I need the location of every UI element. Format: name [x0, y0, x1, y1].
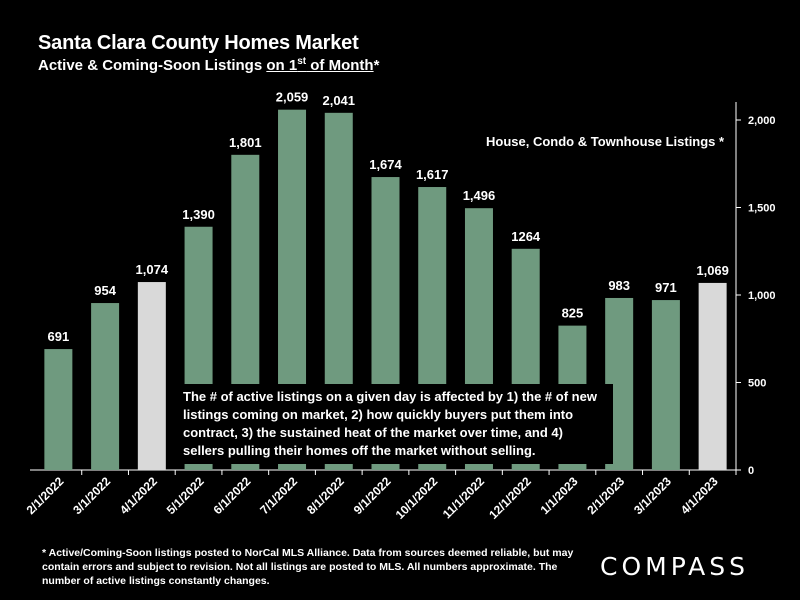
- data-label: 1,390: [182, 207, 215, 222]
- compass-logo: COMPASS: [600, 552, 750, 581]
- data-label: 954: [94, 283, 116, 298]
- subtitle-underlined-text: on 1st of Month: [266, 56, 374, 74]
- data-label: 983: [608, 278, 630, 293]
- x-tick-label: 8/1/2022: [304, 474, 347, 517]
- x-tick-label: 12/1/2022: [486, 474, 534, 522]
- data-label: 2,059: [276, 90, 309, 105]
- x-tick-label: 1/1/2023: [538, 474, 581, 517]
- y-tick-label: 500: [748, 378, 766, 390]
- y-tick-label: 1,000: [748, 290, 776, 302]
- y-tick-label: 1,500: [748, 203, 776, 215]
- bar: [44, 349, 73, 470]
- data-label: 1,074: [136, 262, 169, 277]
- data-label: 971: [655, 280, 677, 295]
- x-tick-label: 2/1/2023: [584, 474, 627, 517]
- data-label: 2,041: [322, 93, 355, 108]
- x-tick-label: 4/1/2022: [117, 474, 160, 517]
- bar: [137, 282, 166, 470]
- data-label: 1264: [511, 229, 541, 244]
- bar: [651, 300, 680, 470]
- x-tick-label: 6/1/2022: [210, 474, 253, 517]
- chart-subtitle: Active & Coming-Soon Listings on 1st of …: [38, 56, 379, 74]
- x-tick-label: 4/1/2023: [678, 474, 721, 517]
- data-label: 1,801: [229, 135, 262, 150]
- annotation-box: The # of active listings on a given day …: [177, 384, 613, 464]
- x-tick-label: 3/1/2023: [631, 474, 674, 517]
- bar: [91, 303, 120, 470]
- data-label: 1,674: [369, 157, 402, 172]
- chart-title: Santa Clara County Homes Market: [38, 32, 359, 54]
- footnote: * Active/Coming-Soon listings posted to …: [42, 547, 574, 587]
- x-tick-label: 3/1/2022: [70, 474, 113, 517]
- x-tick-label: 11/1/2022: [440, 474, 487, 521]
- data-label: 1,069: [696, 263, 729, 278]
- x-tick-label: 2/1/2022: [24, 474, 67, 517]
- x-tick-label: 7/1/2022: [257, 474, 300, 517]
- x-tick-label: 10/1/2022: [393, 474, 441, 522]
- subtitle-underlined-tail: of Month: [306, 57, 374, 74]
- data-label: 691: [48, 329, 70, 344]
- x-tick-label: 5/1/2022: [164, 474, 207, 517]
- data-label: 1,496: [463, 188, 496, 203]
- subtitle-superscript: st: [297, 56, 307, 67]
- x-tick-label: 9/1/2022: [351, 474, 394, 517]
- y-tick-label: 0: [748, 465, 754, 477]
- data-label: 1,617: [416, 167, 449, 182]
- legend-note: House, Condo & Townhouse Listings *: [486, 134, 725, 149]
- y-tick-label: 2,000: [748, 115, 776, 127]
- subtitle-underlined-part: on 1: [266, 57, 298, 74]
- data-label: 825: [562, 306, 584, 321]
- bar: [698, 282, 727, 470]
- subtitle-asterisk: *: [373, 57, 380, 74]
- subtitle-text: Active & Coming-Soon Listings: [38, 57, 267, 74]
